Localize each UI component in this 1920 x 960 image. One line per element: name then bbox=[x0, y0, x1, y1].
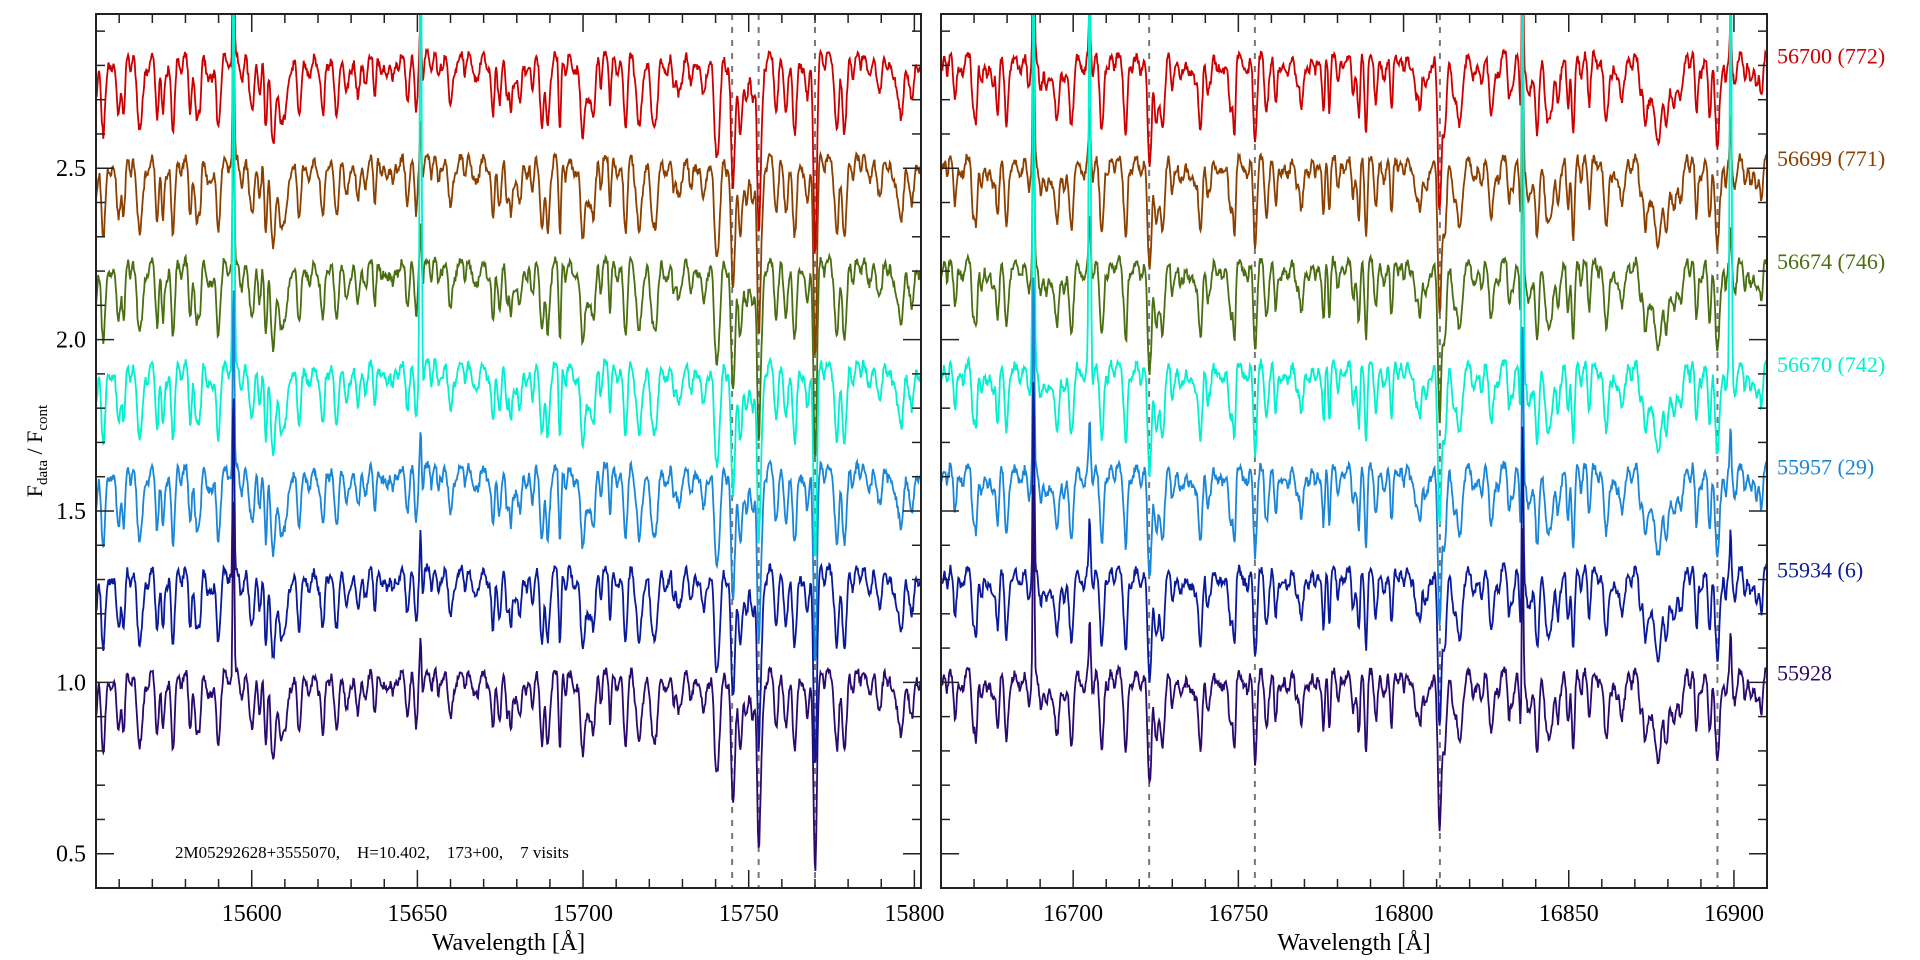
spectrum-line-56670 bbox=[941, 14, 1767, 525]
spectrum-line-56699 bbox=[96, 14, 921, 356]
axes-frame bbox=[940, 13, 1768, 889]
y-label-sub-data: data bbox=[35, 460, 51, 485]
legend-label: 56699 (771) bbox=[1777, 146, 1885, 171]
spectrum-line-56670 bbox=[96, 14, 921, 557]
x-axis-label: Wavelength [Å] bbox=[1277, 930, 1430, 956]
y-axis-label: Fdata / Fcont bbox=[22, 404, 51, 497]
legend-label: 56670 (742) bbox=[1777, 352, 1885, 377]
legend-label: 55957 (29) bbox=[1777, 455, 1874, 480]
x-tick-label: 15700 bbox=[553, 901, 613, 927]
spectrum-line-56700 bbox=[941, 14, 1767, 210]
y-label-main: F bbox=[22, 485, 47, 497]
spectrum-line-55934 bbox=[96, 398, 921, 764]
x-axis-label: Wavelength [Å] bbox=[432, 930, 585, 956]
x-tick-label: 15600 bbox=[222, 901, 282, 927]
spectra-group bbox=[941, 14, 1767, 832]
spectrum-line-55928 bbox=[941, 484, 1767, 832]
spectrum-line-55934 bbox=[941, 382, 1767, 726]
legend-label: 56700 (772) bbox=[1777, 43, 1885, 68]
x-tick-label: 16900 bbox=[1704, 901, 1764, 927]
panel-2: 16700 16750 16800 16850 16900 Wavelength [Å] bbox=[940, 13, 1768, 956]
y-label-sub-cont: cont bbox=[35, 404, 51, 431]
y-tick-label: 1.0 bbox=[56, 670, 86, 696]
x-tick-label: 16850 bbox=[1539, 901, 1599, 927]
x-tick-label: 16800 bbox=[1374, 901, 1434, 927]
y-label-sep: / F bbox=[22, 431, 47, 460]
legend-label: 56674 (746) bbox=[1777, 249, 1885, 274]
spectrum-line-56700 bbox=[96, 14, 921, 255]
spectrum-line-55957 bbox=[96, 290, 921, 662]
x-tick-label: 16700 bbox=[1043, 901, 1103, 927]
annotation-text: 2M05292628+3555070, H=10.402, 173+00, 7 … bbox=[175, 843, 569, 862]
spectrum-line-56699 bbox=[941, 14, 1767, 314]
x-tick-label: 15750 bbox=[719, 901, 779, 927]
legend-label: 55934 (6) bbox=[1777, 558, 1863, 583]
y-tick-label: 0.5 bbox=[56, 842, 86, 868]
spectra-group bbox=[96, 14, 921, 871]
spectrum-line-55928 bbox=[96, 501, 921, 871]
spectrum-line-56674 bbox=[941, 71, 1767, 424]
x-tick-label: 15800 bbox=[884, 901, 944, 927]
panel-1: 15600 15650 15700 15750 15800 Wavelength [Å] 0… bbox=[56, 13, 944, 956]
y-tick-label: 2.5 bbox=[56, 156, 86, 182]
x-tick-label: 15650 bbox=[387, 901, 447, 927]
y-tick-label: 1.5 bbox=[56, 499, 86, 525]
legend-label: 55928 bbox=[1777, 660, 1832, 685]
spectrum-line-55957 bbox=[941, 277, 1767, 626]
axes-frame bbox=[95, 13, 922, 889]
x-tick-label: 16750 bbox=[1208, 901, 1268, 927]
y-tick-label: 2.0 bbox=[56, 328, 86, 354]
svg-text:Fdata / Fcont: Fdata / Fcont bbox=[22, 404, 51, 497]
